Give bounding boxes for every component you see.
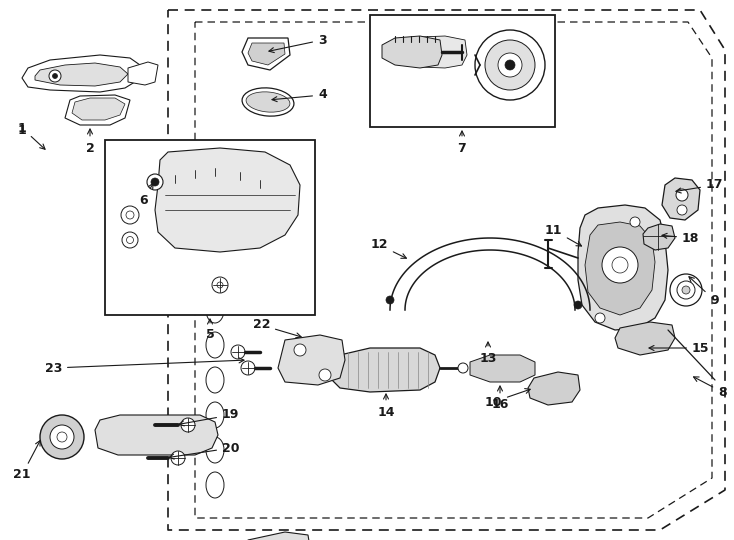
Circle shape: [676, 189, 688, 201]
Polygon shape: [643, 224, 675, 250]
Polygon shape: [238, 532, 312, 540]
Polygon shape: [35, 63, 128, 86]
Circle shape: [595, 313, 605, 323]
Text: 8: 8: [694, 377, 727, 399]
Polygon shape: [248, 43, 285, 65]
Circle shape: [574, 301, 582, 309]
Polygon shape: [65, 95, 130, 125]
Polygon shape: [128, 62, 158, 85]
Circle shape: [458, 363, 468, 373]
Text: 2: 2: [86, 129, 95, 154]
Text: 22: 22: [252, 319, 301, 338]
Text: 5: 5: [206, 319, 214, 341]
Circle shape: [53, 73, 57, 78]
Circle shape: [682, 286, 690, 294]
Text: 9: 9: [689, 276, 719, 307]
Text: 6: 6: [139, 184, 153, 206]
Circle shape: [485, 40, 535, 90]
Text: 17: 17: [676, 179, 724, 193]
Polygon shape: [330, 348, 440, 392]
Text: 11: 11: [545, 224, 581, 246]
Circle shape: [40, 415, 84, 459]
Text: 25: 25: [0, 539, 1, 540]
Circle shape: [505, 60, 515, 70]
Bar: [370, 15, 555, 127]
Circle shape: [171, 451, 185, 465]
Polygon shape: [242, 38, 290, 70]
Text: 14: 14: [377, 394, 395, 418]
Circle shape: [57, 432, 67, 442]
Circle shape: [319, 369, 331, 381]
Text: 24: 24: [0, 539, 1, 540]
Polygon shape: [72, 98, 125, 120]
Circle shape: [630, 217, 640, 227]
Circle shape: [294, 344, 306, 356]
Text: 16: 16: [491, 386, 509, 411]
Circle shape: [241, 361, 255, 375]
Circle shape: [677, 205, 687, 215]
Text: 18: 18: [662, 232, 700, 245]
Polygon shape: [578, 205, 668, 330]
Text: 4: 4: [272, 89, 327, 102]
Text: 1: 1: [18, 122, 45, 149]
Circle shape: [212, 277, 228, 293]
Circle shape: [126, 237, 134, 244]
Text: 23: 23: [45, 358, 244, 375]
Text: 12: 12: [371, 239, 407, 258]
Circle shape: [602, 247, 638, 283]
Text: 21: 21: [13, 441, 40, 482]
Circle shape: [147, 174, 163, 190]
Circle shape: [50, 425, 74, 449]
Polygon shape: [382, 36, 442, 68]
Circle shape: [386, 296, 394, 304]
Polygon shape: [470, 355, 535, 382]
Circle shape: [181, 418, 195, 432]
Polygon shape: [615, 322, 675, 355]
Circle shape: [121, 206, 139, 224]
Circle shape: [498, 53, 522, 77]
Circle shape: [670, 274, 702, 306]
Circle shape: [475, 30, 545, 100]
Text: 1: 1: [18, 124, 26, 137]
Bar: [105, 140, 315, 315]
Text: 15: 15: [649, 341, 710, 354]
Text: 10: 10: [484, 389, 530, 408]
Polygon shape: [95, 415, 218, 455]
Ellipse shape: [246, 92, 290, 112]
Circle shape: [217, 282, 223, 288]
Text: 7: 7: [457, 131, 466, 154]
Polygon shape: [662, 178, 700, 220]
Circle shape: [122, 232, 138, 248]
Circle shape: [49, 70, 61, 82]
Circle shape: [231, 345, 245, 359]
Polygon shape: [528, 372, 580, 405]
Polygon shape: [155, 148, 300, 252]
Text: 19: 19: [179, 408, 239, 426]
Circle shape: [126, 211, 134, 219]
Text: 13: 13: [479, 342, 497, 364]
Text: 20: 20: [169, 442, 239, 459]
Text: 3: 3: [269, 33, 327, 52]
Polygon shape: [22, 55, 140, 92]
Polygon shape: [408, 36, 467, 68]
Polygon shape: [585, 222, 655, 315]
Circle shape: [612, 257, 628, 273]
Ellipse shape: [242, 88, 294, 116]
Polygon shape: [278, 335, 345, 385]
Circle shape: [151, 178, 159, 186]
Circle shape: [677, 281, 695, 299]
